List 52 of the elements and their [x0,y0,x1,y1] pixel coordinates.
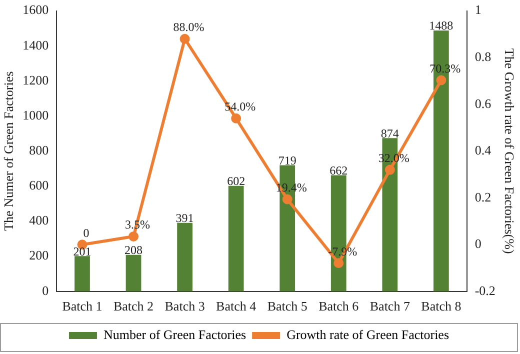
x-tick-label: Batch 8 [421,298,462,314]
data-label: 1488 [429,18,454,33]
y-tick-label: 0 [42,282,49,298]
x-tick-label: Batch 6 [318,298,360,314]
y2-tick-label: 0.8 [474,48,492,64]
y2-tick-label: 0 [474,236,482,252]
point [436,75,446,86]
y-tick-label: 1600 [22,2,49,18]
data-label: 0 [83,226,90,240]
y2-axis-title: The Growth rate of Green Factories(%) [502,48,517,254]
x-tick-label: Batch 7 [370,298,410,314]
x-tick-label: Batch 3 [164,298,205,314]
y2-tick-label: 0.2 [474,189,492,204]
data-label: 874 [380,126,399,140]
data-label: 719 [278,153,296,168]
point [231,113,242,124]
y-tick-label: 400 [29,212,49,228]
point [180,34,190,44]
data-label: 32.0% [378,150,410,165]
point [334,258,344,268]
x-tick-label: Batch 1 [62,298,102,314]
legend-label: Growth rate of Green Factories [286,326,450,342]
y2-tick-label: 0.6 [474,96,492,111]
data-label: 19.4% [276,180,307,194]
y-axis-title: The Numer of Green Factories [1,71,16,231]
point [282,194,292,204]
y2-tick-label: 1 [474,2,482,18]
y-tick-label: 1400 [22,37,49,52]
y-tick-label: 600 [29,178,49,193]
data-label: 602 [227,174,246,188]
point [128,231,139,242]
y-tick-label: 1200 [22,72,49,88]
y-tick-label: 200 [29,248,49,263]
y-tick-label: 1000 [22,107,49,122]
x-tick-label: Batch 4 [216,298,257,314]
y2-tick-label: -0.2 [474,282,496,298]
x-tick-label: Batch 5 [267,298,308,314]
legend-label: Number of Green Factories [103,326,246,342]
data-label: 201 [73,244,92,258]
y2-tick-label: 0.4 [474,142,492,158]
data-label: 88.0% [173,20,204,34]
point [384,164,395,175]
bar [228,186,244,292]
y-tick-label: 800 [29,142,49,158]
bar [177,222,192,292]
x-tick-label: Batch 2 [113,298,154,314]
data-label: 208 [124,243,143,258]
bar [126,254,142,292]
bar [74,256,90,292]
data-label: 391 [176,210,194,225]
data-label: 662 [330,163,348,178]
data-label: -7.9% [328,244,358,258]
